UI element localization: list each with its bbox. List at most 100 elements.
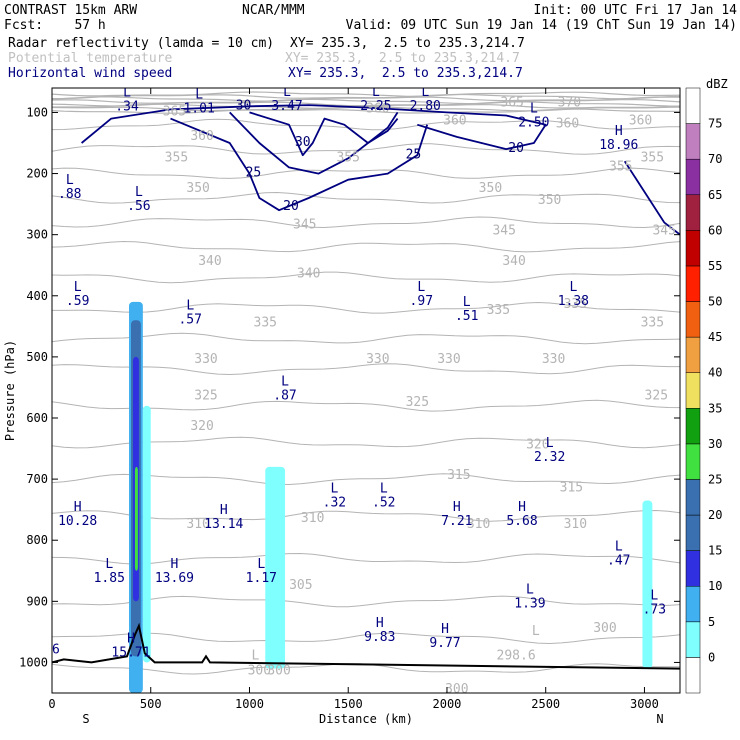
colorbar-tick-label: 15 bbox=[708, 544, 722, 558]
theta-label: 360 bbox=[556, 117, 579, 132]
extremum-value: 1.39 bbox=[514, 596, 545, 611]
colorbar-tick-label: 0 bbox=[708, 650, 715, 664]
extremum-value: 2.25 bbox=[360, 99, 391, 114]
reflectivity-column bbox=[142, 405, 151, 663]
theta-label: 310 bbox=[564, 517, 587, 532]
theta-label: 300 bbox=[445, 682, 468, 697]
colorbar-segment bbox=[685, 443, 701, 480]
extremum-marker: H bbox=[220, 503, 228, 518]
field-name-reflectivity: Radar reflectivity (lamda = 10 cm) bbox=[8, 36, 274, 51]
theta-contour bbox=[52, 118, 680, 131]
theta-contour bbox=[52, 240, 680, 253]
colorbar-tick-label: 25 bbox=[708, 472, 722, 486]
wind-label: 30 bbox=[236, 98, 252, 113]
theta-label: 340 bbox=[502, 254, 525, 269]
theta-contour bbox=[52, 363, 680, 376]
x-tick-label: 1000 bbox=[235, 697, 264, 711]
reflectivity-column bbox=[642, 500, 653, 669]
theta-label: 345 bbox=[652, 224, 675, 239]
theta-label: 300 bbox=[593, 621, 616, 636]
theta-contour bbox=[52, 332, 680, 345]
colorbar-segment bbox=[685, 621, 701, 658]
theta-extra-label: L bbox=[251, 648, 259, 663]
theta-label: 330 bbox=[542, 352, 565, 367]
extremum-value: 6 bbox=[52, 642, 60, 657]
theta-label: 330 bbox=[366, 352, 389, 367]
theta-label: 320 bbox=[526, 438, 549, 453]
terrain-line bbox=[52, 622, 680, 670]
extremum-marker: L bbox=[281, 375, 289, 390]
forecast-hour: Fcst: 57 h bbox=[4, 18, 106, 33]
x-tick-label: 2000 bbox=[433, 697, 462, 711]
extremum-value: .73 bbox=[643, 603, 666, 618]
theta-label: 305 bbox=[289, 578, 312, 593]
field-xy-theta: XY= 235.3, 2.5 to 235.3,214.7 bbox=[285, 51, 520, 66]
colorbar-segment bbox=[685, 550, 701, 587]
colorbar-tick-label: 70 bbox=[708, 152, 722, 166]
theta-label: 360 bbox=[629, 114, 652, 129]
theta-label: 315 bbox=[447, 468, 470, 483]
theta-label: 365 bbox=[500, 95, 523, 110]
theta-label: 300 bbox=[267, 664, 290, 679]
theta-label: 325 bbox=[645, 389, 668, 404]
extremum-marker: L bbox=[530, 102, 538, 117]
field-xy-wind: XY= 235.3, 2.5 to 235.3,214.7 bbox=[288, 66, 523, 81]
colorbar-segment bbox=[685, 372, 701, 409]
extremum-value: .87 bbox=[273, 389, 296, 404]
colorbar-segment bbox=[685, 408, 701, 445]
extremum-value: 18.96 bbox=[599, 138, 638, 153]
theta-label: 355 bbox=[165, 150, 188, 165]
theta-label: 330 bbox=[437, 352, 460, 367]
theta-label: 335 bbox=[487, 303, 510, 318]
theta-label: 355 bbox=[641, 150, 664, 165]
extremum-value: .32 bbox=[323, 496, 346, 511]
extremum-marker: L bbox=[330, 482, 338, 497]
extremum-marker: L bbox=[135, 185, 143, 200]
extremum-marker: L bbox=[417, 280, 425, 295]
x-end-label-south: S bbox=[82, 712, 89, 726]
y-tick-label: 1000 bbox=[19, 655, 48, 669]
extremum-value: .56 bbox=[127, 199, 150, 214]
colorbar-segment bbox=[685, 265, 701, 302]
theta-label: 340 bbox=[198, 254, 221, 269]
reflectivity-column bbox=[134, 466, 138, 571]
extremum-value: .51 bbox=[455, 309, 478, 324]
theta-label: 355 bbox=[609, 160, 632, 175]
theta-label: 335 bbox=[564, 297, 587, 312]
theta-label: 310 bbox=[467, 517, 490, 532]
axes: 100 200 300 400 500 600 700 800 900 1000 0 500 1000 1… bbox=[3, 87, 681, 726]
x-axis-label: Distance (km) bbox=[319, 712, 413, 726]
colorbar-segment bbox=[685, 123, 701, 160]
colorbar-tick-label: 10 bbox=[708, 579, 722, 593]
extremum-value: 1.17 bbox=[246, 571, 277, 586]
extremum-value: 9.77 bbox=[429, 636, 460, 651]
theta-label: 320 bbox=[190, 419, 213, 434]
colorbar-tick-label: 40 bbox=[708, 366, 722, 380]
theta-label: 345 bbox=[293, 218, 316, 233]
wind-label: 30 bbox=[295, 135, 311, 150]
wind-contour bbox=[170, 117, 429, 212]
wind-label: 20 bbox=[283, 199, 299, 214]
extremum-value: .59 bbox=[66, 294, 89, 309]
theta-label: 360 bbox=[366, 101, 389, 116]
theta-contour bbox=[52, 399, 680, 412]
colorbar-segment bbox=[685, 514, 701, 551]
theta-contour bbox=[52, 509, 680, 522]
institution-label: NCAR/MMM bbox=[242, 3, 305, 18]
init-time: Init: 00 UTC Fri 17 Jan 14 bbox=[534, 3, 738, 18]
wind-contour bbox=[229, 111, 399, 175]
field-name-theta: Potential temperature bbox=[8, 51, 173, 66]
theta-extra-label: 298.6 bbox=[497, 648, 536, 663]
theta-contour bbox=[52, 167, 680, 179]
colorbar-segment bbox=[685, 230, 701, 267]
colorbar-segment bbox=[685, 301, 701, 338]
extremum-marker: H bbox=[615, 124, 623, 139]
y-tick-label: 900 bbox=[26, 594, 48, 608]
extremum-marker: L bbox=[283, 85, 291, 100]
colorbar-tick-label: 30 bbox=[708, 437, 722, 451]
reflectivity-column bbox=[265, 466, 286, 669]
y-tick-label: 400 bbox=[26, 289, 48, 303]
colorbar-tick-label: 55 bbox=[708, 259, 722, 273]
